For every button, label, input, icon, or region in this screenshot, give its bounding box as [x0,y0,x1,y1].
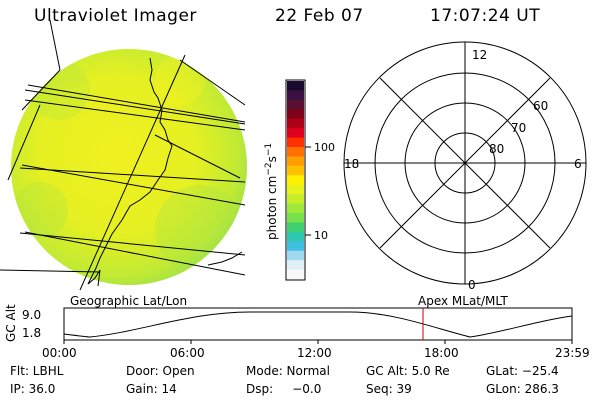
status-gain: Gain: 14 [126,382,177,396]
polar-label-0: 0 [468,278,476,292]
tick-1200: 12:00 [297,346,332,360]
polar-ring-60: 60 [533,99,548,113]
colorbar-swatch [287,90,304,101]
colorbar-swatch [287,81,304,91]
colorbar-swatch [287,184,304,195]
polar-ring-80: 80 [489,142,504,156]
status-door: Door: Open [126,364,195,378]
altitude-timeline [63,307,573,344]
colorbar-swatch [287,269,304,280]
tick-2359: 23:59 [555,346,590,360]
colorbar-swatch [287,128,304,139]
coastline [87,57,173,287]
instrument-title: Ultraviolet Imager [34,6,197,26]
y-high-label: 9.0 [22,308,42,322]
colorbar-swatch [287,194,304,205]
colorbar-swatch [287,250,304,261]
colorbar-swatch [287,222,304,233]
colorbar-swatch [287,147,304,157]
apex-label: Apex MLat/MLT [418,294,508,308]
status-dsp: Dsp: −0.0 [246,382,322,396]
time-label: 17:07:24 UT [430,6,541,26]
colorbar [285,79,311,281]
geographic-label: Geographic Lat/Lon [70,294,188,308]
colorbar-swatch [287,99,304,110]
colorbar-swatch [287,156,304,167]
tick-0000: 00:00 [42,346,77,360]
colorbar-tick-low: 10 [314,229,328,242]
colorbar-swatch [287,109,304,120]
colorbar-swatch [287,203,304,214]
colorbar-swatch [287,137,304,148]
polar-plot [343,41,587,285]
colorbar-swatch [287,175,304,186]
status-mode: Mode: Normal [246,364,330,378]
gc-alt-axis-label: GC Alt [4,304,18,342]
tick-0600: 06:00 [170,346,205,360]
polar-label-18: 18 [344,157,359,171]
y-low-label: 1.8 [22,326,42,340]
colorbar-unit-label: photon cm−2s−1 [264,143,279,240]
colorbar-tick-high: 100 [314,141,335,154]
status-glat: GLat: −25.4 [486,364,559,378]
polar-label-6: 6 [574,157,582,171]
colorbar-swatch [287,231,304,242]
status-ip: IP: 36.0 [10,382,56,396]
status-glon: GLon: 286.3 [486,382,559,396]
colorbar-swatch [287,213,304,223]
colorbar-swatch [287,260,304,271]
geo-grid [0,19,246,291]
colorbar-swatch [287,241,304,252]
colorbar-swatch [287,118,304,129]
polar-ring-70: 70 [511,121,526,135]
status-gc-alt: GC Alt: 5.0 Re [366,364,450,378]
status-flt: Flt: LBHL [10,364,64,378]
date-label: 22 Feb 07 [275,6,364,26]
status-seq: Seq: 39 [366,382,412,396]
polar-label-12: 12 [472,48,487,62]
tick-1800: 18:00 [424,346,459,360]
colorbar-swatch [287,165,304,176]
